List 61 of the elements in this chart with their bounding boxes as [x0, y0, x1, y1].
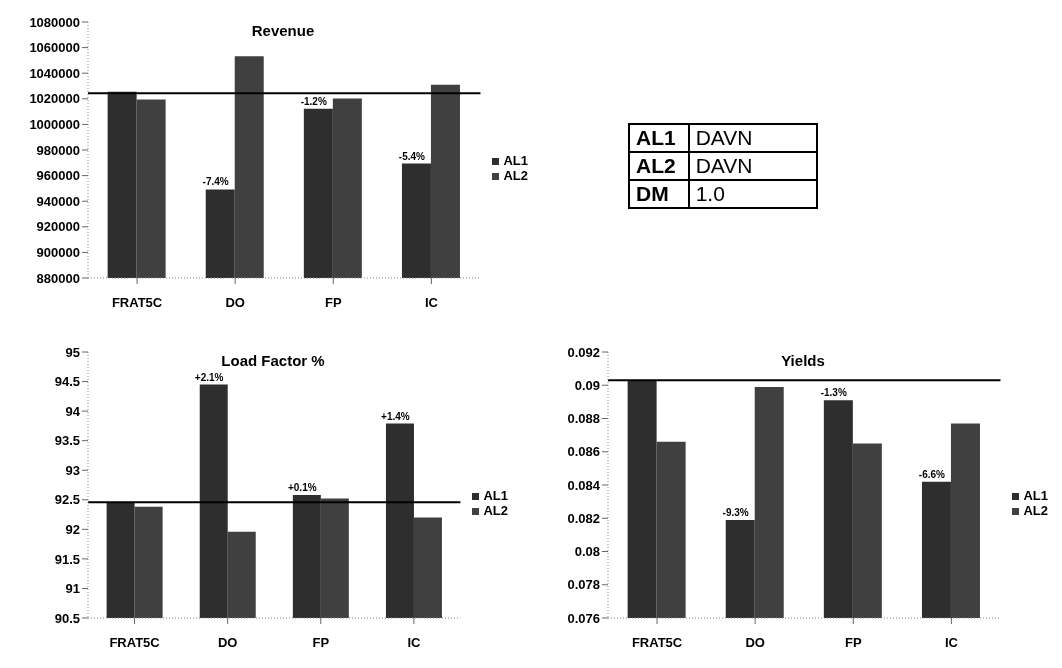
- y-tick-label: 92: [65, 521, 80, 537]
- x-tick-label: DO: [225, 295, 245, 311]
- annotation: -1.2%: [300, 95, 327, 107]
- legend-label: AL2: [483, 503, 508, 518]
- x-tick-label: IC: [944, 635, 959, 651]
- y-tick-label: 92.5: [54, 492, 80, 508]
- annotation: -5.4%: [398, 150, 426, 162]
- x-tick-label: FP: [844, 635, 862, 651]
- y-tick-label: 960000: [36, 168, 80, 184]
- y-tick-label: 95: [65, 344, 80, 360]
- x-tick-label: DO: [745, 635, 765, 651]
- y-tick-label: 0.084: [567, 477, 601, 493]
- y-tick-label: 0.078: [567, 577, 600, 593]
- y-tick-label: 93: [65, 462, 80, 478]
- legend-label: AL2: [503, 168, 528, 183]
- x-tick-label: FP: [324, 295, 342, 311]
- y-tick-label: 980000: [36, 142, 80, 158]
- x-tick-label: IC: [407, 635, 421, 651]
- x-tick-label: FRAT5C: [631, 635, 683, 651]
- y-tick-label: 93.5: [54, 433, 80, 449]
- y-tick-label: 0.086: [567, 444, 600, 460]
- y-tick-label: 94: [65, 403, 81, 419]
- annotation: -7.4%: [202, 176, 229, 188]
- y-tick-label: 920000: [36, 219, 80, 235]
- annotation: +0.1%: [287, 482, 317, 494]
- legend-label: AL1: [1023, 488, 1048, 503]
- annotation: +2.1%: [194, 371, 224, 383]
- y-tick-label: 880000: [36, 270, 80, 286]
- y-tick-label: 1080000: [29, 14, 80, 30]
- y-tick-label: 0.082: [567, 510, 600, 526]
- legend-label: AL2: [1023, 503, 1048, 518]
- annotation: -9.3%: [722, 506, 749, 518]
- chart-title: Yields: [780, 352, 826, 369]
- y-tick-label: 1020000: [29, 91, 80, 107]
- y-tick-label: 1040000: [29, 65, 80, 81]
- info-table: AL1 DAVN AL2 DAVN DM 1.0: [628, 123, 818, 209]
- y-tick-label: 91.5: [54, 551, 80, 567]
- legend-label: AL1: [503, 153, 528, 168]
- y-tick-label: 0.09: [574, 377, 600, 393]
- annotation: -6.6%: [918, 468, 946, 480]
- annotation: -1.3%: [820, 387, 847, 399]
- y-tick-label: 0.092: [567, 344, 600, 360]
- y-tick-label: 94.5: [54, 374, 80, 390]
- y-tick-label: 1060000: [29, 40, 80, 56]
- y-tick-label: 1000000: [29, 117, 80, 133]
- y-tick-label: 0.088: [567, 411, 600, 427]
- y-tick-label: 940000: [36, 193, 80, 209]
- y-tick-label: 900000: [36, 245, 80, 261]
- legend-label: AL1: [483, 488, 508, 503]
- y-tick-label: 91: [65, 581, 80, 597]
- x-tick-label: DO: [217, 635, 238, 651]
- y-tick-label: 0.076: [567, 610, 600, 626]
- x-tick-label: FP: [312, 635, 330, 651]
- y-tick-label: 0.08: [574, 544, 600, 560]
- x-tick-label: FRAT5C: [111, 295, 163, 311]
- y-tick-label: 90.5: [54, 610, 80, 626]
- annotation: +1.4%: [381, 410, 410, 422]
- chart-title: Load Factor %: [220, 352, 326, 369]
- chart-title: Revenue: [250, 22, 316, 39]
- x-tick-label: IC: [424, 295, 439, 311]
- x-tick-label: FRAT5C: [109, 635, 161, 651]
